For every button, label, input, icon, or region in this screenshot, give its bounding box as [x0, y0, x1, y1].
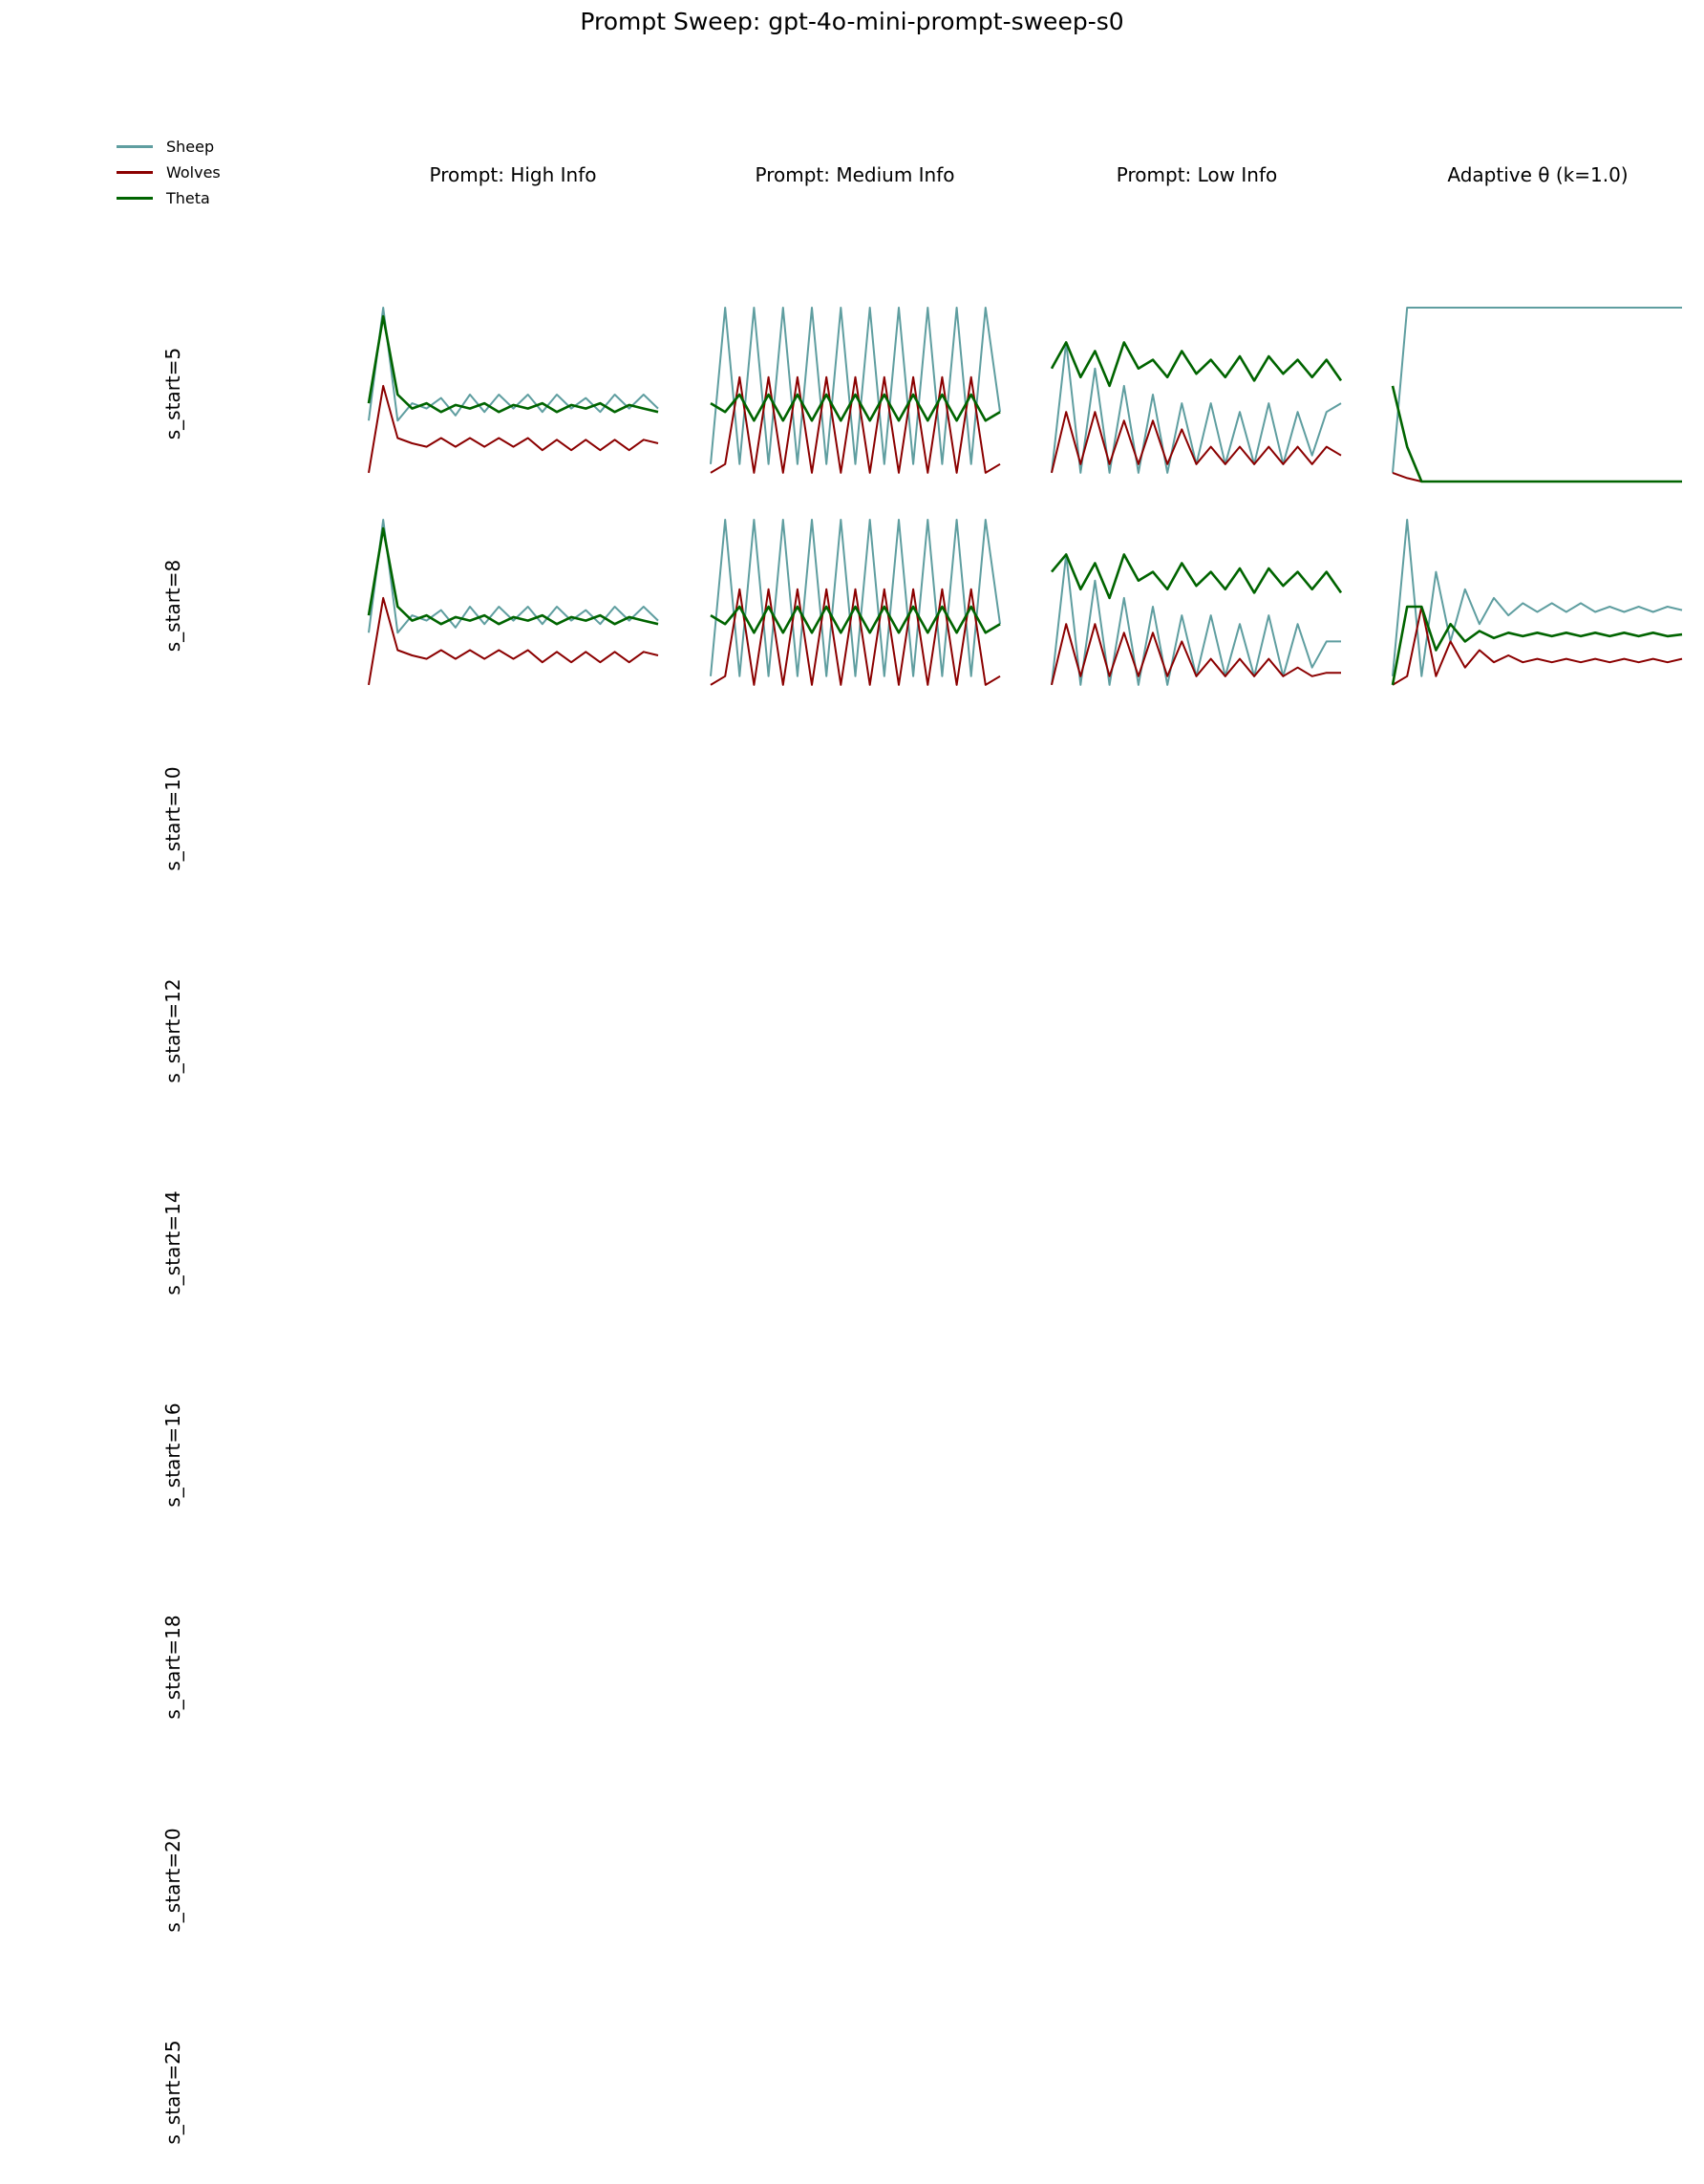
legend-label-sheep: Sheep: [166, 138, 215, 156]
series-line-theta: [710, 605, 1001, 634]
panel-s-start-8-prompt-medium-info: [710, 519, 1001, 686]
series-line-wolves: [1051, 411, 1342, 474]
legend-item-theta: Theta: [117, 185, 221, 211]
legend: Sheep Wolves Theta: [117, 134, 221, 211]
series-line-sheep: [1051, 341, 1342, 474]
legend-swatch-theta: [117, 197, 153, 200]
legend-item-sheep: Sheep: [117, 134, 221, 160]
row-label-s25: s_start=25: [161, 2040, 184, 2145]
row-label-s14: s_start=14: [161, 1190, 184, 1295]
legend-label-theta: Theta: [166, 189, 210, 207]
series-line-wolves: [710, 588, 1001, 686]
series-line-theta: [1391, 605, 1683, 686]
column-title-adaptive: Adaptive θ (k=1.0): [1447, 163, 1629, 186]
series-line-theta: [367, 314, 659, 414]
panel-s-start-8-prompt-high-info: [367, 519, 659, 686]
legend-swatch-wolves: [117, 171, 153, 174]
panel-s-start-5-prompt-low-info: [1050, 341, 1343, 474]
row-label-s16: s_start=16: [161, 1402, 184, 1508]
series-line-sheep: [368, 307, 659, 422]
series-line-wolves: [1392, 471, 1682, 482]
series-line-theta: [1391, 385, 1682, 483]
row-label-s8: s_start=8: [161, 559, 184, 653]
row-label-s20: s_start=20: [161, 1828, 184, 1933]
series-line-wolves: [1392, 606, 1683, 686]
series-line-wolves: [368, 384, 659, 474]
series-line-sheep: [710, 307, 1001, 465]
panel-s-start-8-prompt-low-info: [1051, 553, 1343, 686]
column-title-medium-info: Prompt: Medium Info: [755, 163, 955, 186]
series-line-sheep: [1051, 553, 1341, 686]
panel-s-start-5-prompt-medium-info: [710, 307, 1001, 474]
panel-s-start-5-prompt-high-info: [367, 307, 659, 474]
figure-title: Prompt Sweep: gpt-4o-mini-prompt-sweep-s…: [580, 8, 1124, 35]
legend-label-wolves: Wolves: [166, 163, 221, 182]
series-line-theta: [1051, 553, 1343, 600]
series-line-wolves: [368, 596, 659, 686]
series-line-wolves: [710, 375, 1001, 474]
row-label-s5: s_start=5: [161, 347, 184, 440]
row-label-s10: s_start=10: [161, 766, 184, 871]
legend-swatch-sheep: [117, 145, 153, 148]
column-title-high-info: Prompt: High Info: [429, 163, 597, 186]
row-label-s12: s_start=12: [161, 978, 184, 1083]
panel-s-start-5-adaptive-k-1-0: [1391, 307, 1682, 483]
series-line-theta: [710, 393, 1001, 422]
row-label-s18: s_start=18: [161, 1615, 184, 1720]
panel-s-start-8-adaptive-k-1-0: [1391, 519, 1683, 686]
series-line-sheep: [1392, 307, 1682, 473]
series-line-sheep: [710, 519, 1001, 677]
series-line-sheep: [368, 519, 659, 634]
series-line-sheep: [1392, 519, 1683, 677]
legend-item-wolves: Wolves: [117, 160, 221, 185]
series-line-wolves: [1051, 623, 1341, 686]
column-title-low-info: Prompt: Low Info: [1116, 163, 1278, 186]
series-line-theta: [367, 526, 659, 626]
series-line-theta: [1050, 341, 1343, 388]
